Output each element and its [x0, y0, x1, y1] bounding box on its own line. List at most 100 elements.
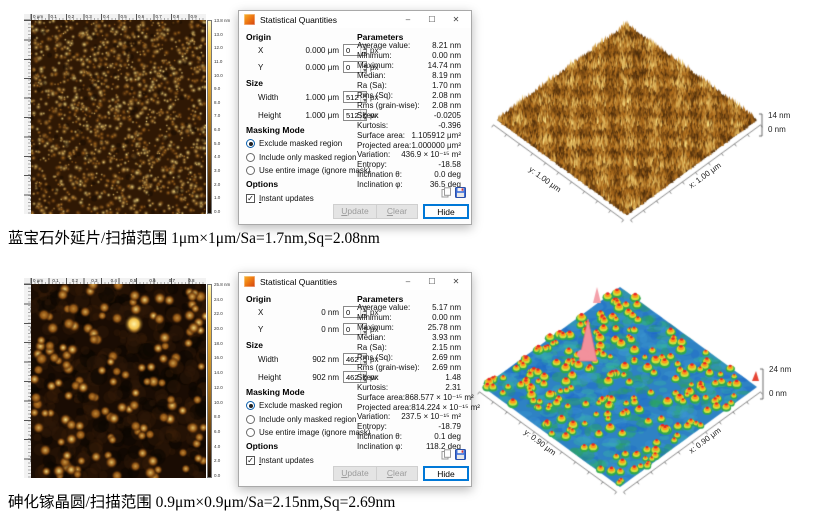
- spin-up-icon[interactable]: [361, 110, 367, 115]
- close-button[interactable]: ✕: [452, 15, 460, 24]
- spin-arrows[interactable]: [360, 324, 367, 334]
- colorbar-tick-label: 22.0: [214, 311, 223, 317]
- masking-option-label: Include only masked region: [259, 152, 357, 162]
- colorbar-tick-label: 10.0: [214, 399, 223, 405]
- parameter-label: Rms (grain-wise):: [357, 362, 420, 372]
- instant-updates-row[interactable]: ✓ Instant updates: [246, 454, 314, 467]
- spin-down-icon[interactable]: [361, 115, 367, 120]
- parameter-value: 237.5 × 10⁻¹⁵ m²: [401, 412, 461, 422]
- spin-arrows[interactable]: [360, 307, 367, 317]
- width-spinbox[interactable]: [343, 353, 367, 365]
- masking-option[interactable]: Use entire image (ignore mask): [246, 426, 406, 439]
- dialog-titlebar[interactable]: Statistical Quantities – ☐ ✕: [239, 273, 471, 290]
- checkbox-icon[interactable]: ✓: [246, 456, 255, 465]
- parameter-label: Kurtosis:: [357, 382, 389, 392]
- copy-icon[interactable]: [441, 187, 452, 198]
- height-spin-input[interactable]: [344, 372, 360, 382]
- px-unit: px: [370, 111, 379, 120]
- spin-down-icon[interactable]: [361, 50, 367, 55]
- surface-3d-render-gold[interactable]: [480, 8, 819, 232]
- spin-down-icon[interactable]: [361, 97, 367, 102]
- x-spin-input[interactable]: [344, 307, 360, 317]
- parameter-value: 2.08 nm: [432, 100, 461, 110]
- spin-up-icon[interactable]: [361, 307, 367, 312]
- parameter-row: Entropy: -18.79: [357, 423, 461, 432]
- hide-button[interactable]: Hide: [423, 204, 469, 219]
- size-heading: Size: [246, 340, 264, 350]
- spin-down-icon[interactable]: [361, 312, 367, 317]
- spin-arrows[interactable]: [360, 372, 367, 382]
- update-button[interactable]: Update: [333, 204, 377, 219]
- afm-image-gaas[interactable]: [31, 284, 206, 478]
- y-spinbox[interactable]: [343, 323, 367, 335]
- masking-option[interactable]: Exclude masked region: [246, 399, 406, 412]
- radio-icon[interactable]: [246, 139, 255, 149]
- update-button[interactable]: Update: [333, 466, 377, 481]
- width-spin-input[interactable]: [344, 92, 360, 102]
- minimize-button[interactable]: –: [405, 277, 411, 286]
- y-spinbox[interactable]: [343, 61, 367, 73]
- spin-down-icon[interactable]: [361, 67, 367, 72]
- surface-3d-render-rainbow[interactable]: [460, 275, 819, 501]
- spin-up-icon[interactable]: [361, 372, 367, 377]
- masking-option[interactable]: Exclude masked region: [246, 137, 406, 150]
- px-unit: px: [370, 355, 379, 364]
- y-spin-input[interactable]: [344, 324, 360, 334]
- x-ruler-tick-label: 0.3: [91, 278, 98, 283]
- height-spin-input[interactable]: [344, 110, 360, 120]
- y-spin-input[interactable]: [344, 62, 360, 72]
- spin-arrows[interactable]: [360, 354, 367, 364]
- spin-up-icon[interactable]: [361, 45, 367, 50]
- spin-down-icon[interactable]: [361, 359, 367, 364]
- masking-option[interactable]: Use entire image (ignore mask): [246, 164, 406, 177]
- checkbox-icon[interactable]: ✓: [246, 194, 255, 203]
- x-spin-input[interactable]: [344, 45, 360, 55]
- clear-button[interactable]: Clear: [376, 204, 418, 219]
- spin-arrows[interactable]: [360, 92, 367, 102]
- afm-image-sapphire[interactable]: [31, 20, 206, 214]
- masking-option[interactable]: Include only masked region: [246, 150, 406, 163]
- parameter-row: Minimum: 0.00 nm: [357, 50, 461, 61]
- masking-option[interactable]: Include only masked region: [246, 412, 406, 425]
- parameter-label: Minimum:: [357, 50, 392, 60]
- hide-button[interactable]: Hide: [423, 466, 469, 481]
- spin-up-icon[interactable]: [361, 62, 367, 67]
- width-spin-input[interactable]: [344, 354, 360, 364]
- spin-arrows[interactable]: [360, 62, 367, 72]
- spin-arrows[interactable]: [360, 110, 367, 120]
- radio-icon[interactable]: [246, 152, 255, 162]
- px-unit: px: [370, 308, 379, 317]
- parameter-row: Surface area: 868.577 × 10⁻¹⁵ m²: [357, 393, 474, 403]
- spin-down-icon[interactable]: [361, 377, 367, 382]
- height-spinbox[interactable]: [343, 109, 367, 121]
- minimize-button[interactable]: –: [405, 15, 411, 24]
- height-spinbox[interactable]: [343, 371, 367, 383]
- save-icon[interactable]: [455, 187, 466, 198]
- radio-icon[interactable]: [246, 401, 255, 411]
- maximize-button[interactable]: ☐: [428, 277, 436, 286]
- radio-icon[interactable]: [246, 165, 255, 175]
- dialog-titlebar[interactable]: Statistical Quantities – ☐ ✕: [239, 11, 471, 28]
- scale-max-label: 24 nm: [769, 365, 792, 374]
- copy-icon[interactable]: [441, 449, 452, 460]
- spin-up-icon[interactable]: [361, 354, 367, 359]
- radio-icon[interactable]: [246, 427, 255, 437]
- width-spinbox[interactable]: [343, 91, 367, 103]
- maximize-button[interactable]: ☐: [428, 15, 436, 24]
- spin-down-icon[interactable]: [361, 329, 367, 334]
- parameter-row: Rms (grain-wise): 2.08 nm: [357, 100, 461, 111]
- spin-arrows[interactable]: [360, 45, 367, 55]
- x-value: 0.000 μm: [305, 46, 339, 55]
- x-spinbox[interactable]: [343, 44, 367, 56]
- parameter-row: Projected area: 814.224 × 10⁻¹⁵ m²: [357, 403, 480, 413]
- dialog-title: Statistical Quantities: [260, 15, 338, 25]
- spin-up-icon[interactable]: [361, 324, 367, 329]
- clear-button[interactable]: Clear: [376, 466, 418, 481]
- afm-2d-panel-sapphire: 0 μm0.10.20.30.40.50.60.70.80.9 0.10.20.…: [24, 14, 238, 214]
- x-spinbox[interactable]: [343, 306, 367, 318]
- radio-icon[interactable]: [246, 414, 255, 424]
- instant-updates-row[interactable]: ✓ Instant updates: [246, 192, 314, 205]
- parameter-label: Average value:: [357, 303, 411, 312]
- spin-up-icon[interactable]: [361, 92, 367, 97]
- close-button[interactable]: ✕: [452, 277, 460, 286]
